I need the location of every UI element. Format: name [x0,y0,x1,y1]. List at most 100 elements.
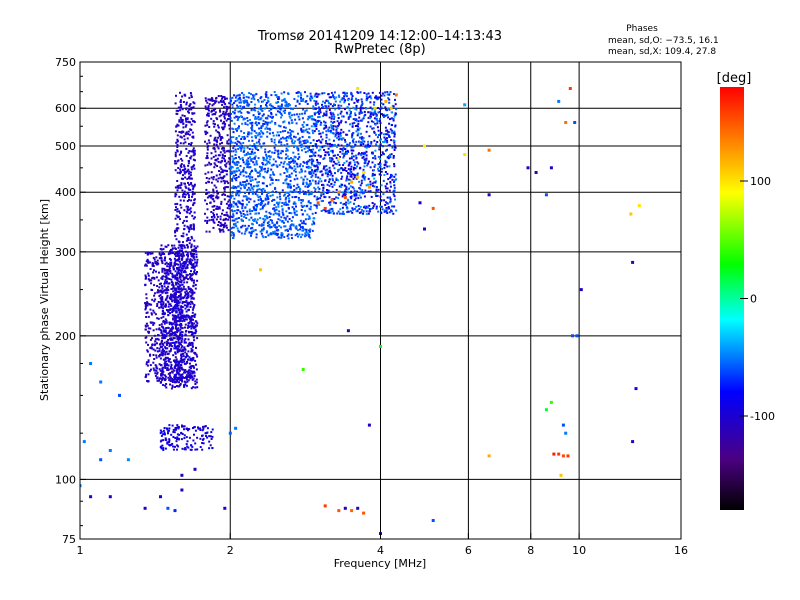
cluster-point [259,135,262,138]
cluster-point [174,365,177,367]
cluster-point [378,173,381,176]
cluster-point [206,427,209,430]
cluster-point [172,306,175,309]
cluster-point [212,176,215,178]
cluster-point [389,176,391,179]
cluster-point [386,202,389,205]
cluster-point [393,189,396,192]
cluster-point [237,161,240,164]
cluster-point [186,292,189,295]
cluster-point [206,196,209,199]
cluster-point [165,276,168,278]
cluster-point [240,138,243,140]
cluster-point [149,308,152,311]
data-point [99,458,103,462]
cluster-point [328,180,330,183]
cluster-point [390,175,393,178]
data-point [579,288,583,292]
cluster-point [147,274,150,277]
cluster-point [232,131,235,134]
cluster-point [206,163,209,166]
cluster-point [206,120,209,123]
cluster-point [194,329,197,332]
cluster-point [222,127,225,130]
cluster-point [168,345,171,348]
cluster-point [182,142,185,145]
cluster-point [174,247,177,250]
cluster-point [260,108,262,111]
cluster-point [326,189,329,192]
cluster-point [267,201,270,204]
cluster-point [178,318,181,320]
cluster-point [178,131,181,133]
cluster-point [167,273,170,276]
cluster-point [184,376,187,379]
cluster-point [188,175,191,178]
cluster-point [349,179,352,182]
cluster-point [315,125,318,128]
cluster-point [192,120,195,123]
cluster-point [181,189,184,192]
cluster-point [309,115,312,118]
cluster-point [180,357,183,360]
cluster-point [299,92,302,95]
cluster-point [386,156,389,159]
cluster-point [171,283,174,286]
cluster-point [189,344,192,346]
cluster-point [334,100,337,103]
cluster-point [181,433,184,435]
cluster-point [169,379,172,382]
cluster-point [246,210,249,213]
cluster-point [369,166,372,169]
cluster-point [145,264,148,267]
cluster-point [374,149,377,152]
cluster-point [285,175,288,178]
cluster-point [166,265,169,268]
cluster-point [208,109,210,112]
cluster-point [269,155,272,158]
cluster-point [188,262,191,265]
cluster-point [375,118,378,121]
cluster-point [170,327,173,330]
cluster-point [291,140,293,143]
cluster-point [180,206,183,209]
cluster-point [260,202,263,205]
cluster-point [186,354,189,357]
cluster-point [345,179,348,182]
cluster-point [242,212,245,215]
cluster-point [247,224,250,227]
cluster-point [346,106,349,109]
cluster-point [223,157,225,160]
cluster-point [207,114,210,117]
cluster-point [172,290,175,293]
cluster-point [385,137,388,140]
cluster-point [352,177,355,180]
cluster-point [183,341,186,344]
cluster-point [170,370,173,373]
cluster-point [190,177,193,180]
cluster-point [257,99,259,101]
cluster-point [301,206,304,208]
cluster-point [270,177,273,180]
cluster-point [287,103,290,106]
cluster-point [154,372,157,375]
cluster-point [277,202,280,205]
cluster-point [147,380,150,383]
cluster-point [360,141,363,144]
cluster-point [183,209,186,212]
cluster-point [178,433,181,436]
cluster-point [165,268,168,271]
cluster-point [229,112,232,115]
cluster-point [236,104,238,107]
cluster-point [206,192,209,195]
cluster-point [214,136,217,139]
cluster-point [180,177,183,180]
cluster-point [253,209,256,212]
cluster-point [151,337,153,340]
cluster-point [242,219,244,222]
cluster-point [187,286,190,288]
cluster-point [254,212,257,215]
cluster-point [345,95,348,98]
cluster-point [191,349,194,352]
cluster-point [210,216,213,218]
